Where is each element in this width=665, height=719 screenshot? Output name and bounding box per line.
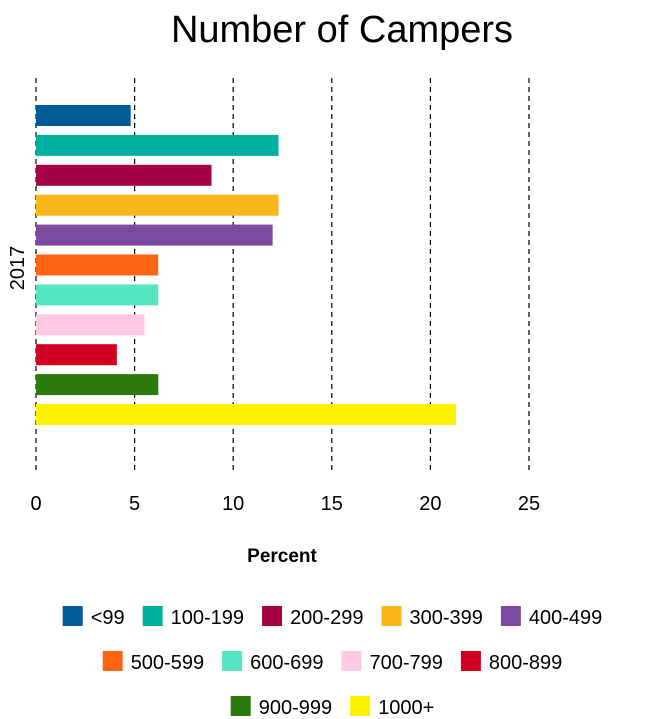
legend-swatch: [381, 606, 402, 626]
legend-label: 700-799: [370, 652, 443, 674]
legend-swatch: [350, 696, 371, 716]
legend-item: 500-599: [102, 651, 204, 674]
bar: [36, 194, 279, 216]
bar: [36, 284, 159, 306]
legend-label: <99: [91, 607, 125, 629]
x-tick-label: 20: [419, 493, 441, 515]
legend-item: 200-299: [262, 606, 363, 629]
legend-item: 900-999: [230, 696, 332, 719]
legend-swatch: [230, 696, 251, 716]
x-tick-label: 5: [129, 493, 140, 515]
x-tick-label: 25: [518, 493, 540, 515]
x-tick-label: 10: [222, 493, 244, 515]
legend-item: 700-799: [341, 651, 443, 674]
bar: [36, 404, 457, 425]
legend-swatch: [460, 651, 481, 671]
legend-label: 1000+: [378, 697, 434, 719]
legend-item: 1000+: [350, 696, 434, 719]
bar: [36, 164, 212, 186]
bar: [36, 254, 159, 276]
legend-item: <99: [62, 606, 125, 629]
legend-item: 600-699: [222, 651, 324, 674]
legend-label: 300-399: [409, 607, 482, 629]
x-tick-label: 0: [30, 493, 41, 515]
legend-label: 800-899: [489, 652, 562, 674]
bar: [36, 374, 159, 396]
legend-item: 100-199: [142, 606, 244, 629]
bar: [36, 314, 145, 336]
legend-label: 100-199: [171, 607, 244, 629]
legend-swatch: [341, 651, 362, 671]
bar: [36, 224, 273, 246]
x-tick-labels: 0 5 10 15 20 25: [30, 493, 540, 515]
legend-label: 500-599: [131, 652, 204, 674]
legend: <99 100-199 200-299 300-399 400-499 500-599 60…: [62, 606, 602, 719]
legend-item: 800-899: [460, 651, 562, 674]
bar: [36, 344, 117, 366]
legend-swatch: [500, 606, 521, 626]
y-axis-category-label: 2017: [7, 246, 29, 291]
legend-swatch: [102, 651, 123, 671]
bar: [36, 105, 131, 126]
chart-title: Number of Campers: [171, 9, 513, 51]
legend-item: 300-399: [381, 606, 483, 629]
legend-label: 600-699: [250, 652, 323, 674]
bars: [36, 105, 457, 425]
legend-swatch: [142, 606, 163, 626]
legend-label: 200-299: [290, 607, 363, 629]
x-axis-label: Percent: [247, 546, 317, 567]
legend-label: 900-999: [259, 697, 332, 719]
legend-label: 400-499: [529, 607, 602, 629]
legend-item: 400-499: [500, 606, 602, 629]
x-tick-label: 15: [321, 493, 343, 515]
bar: [36, 134, 279, 156]
legend-swatch: [62, 606, 83, 626]
legend-swatch: [222, 651, 243, 671]
legend-swatch: [262, 606, 283, 626]
